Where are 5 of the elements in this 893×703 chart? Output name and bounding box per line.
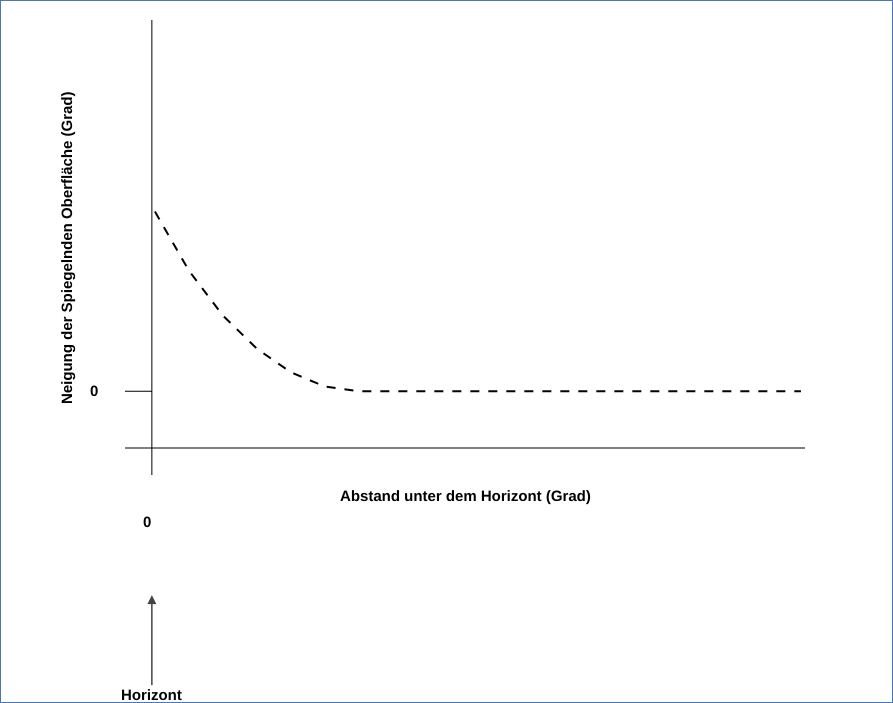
text: Horizont <box>121 687 182 703</box>
x-axis-title: Abstand unter dem Horizont (Grad) <box>340 488 591 505</box>
text: 0 <box>143 514 152 531</box>
text: 0 <box>90 383 98 400</box>
y-axis-title: Neigung der Spiegelnden Oberfläche (Grad) <box>59 91 76 404</box>
